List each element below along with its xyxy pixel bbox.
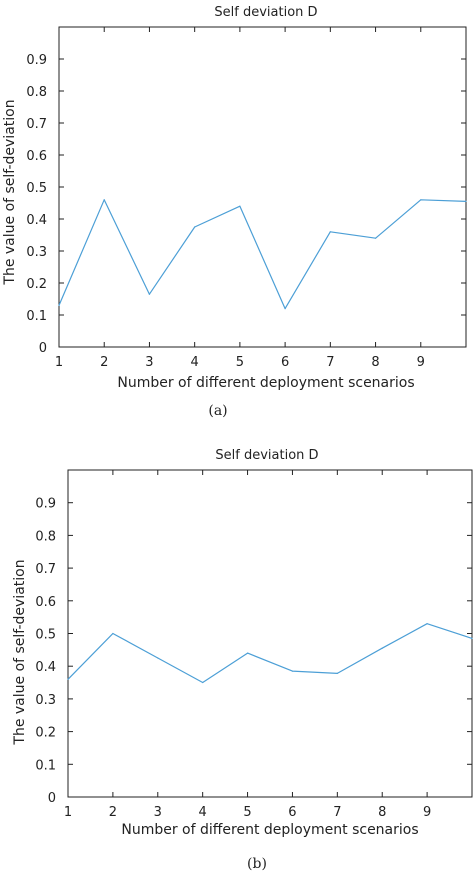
x-tick-label: 5 xyxy=(243,805,251,820)
plot-frame xyxy=(67,469,473,798)
y-tick-label: 0.8 xyxy=(35,529,56,544)
data-point xyxy=(374,237,377,239)
series-line xyxy=(67,623,473,684)
figure-caption: (a) xyxy=(208,403,227,419)
y-tick-label: 0.2 xyxy=(35,726,56,741)
x-tick-label: 2 xyxy=(100,355,108,370)
x-tick-label: 9 xyxy=(417,355,425,370)
x-tick-label: 3 xyxy=(145,355,153,370)
x-tick-label: 9 xyxy=(423,805,431,820)
chart-panel-a: Self deviation D Number of different dep… xyxy=(2,5,467,419)
data-point xyxy=(246,652,249,654)
x-tick-label: 3 xyxy=(154,805,162,820)
data-point xyxy=(420,199,422,201)
plot-frame xyxy=(58,26,467,348)
chart-panel-b: Self deviation D Number of different dep… xyxy=(12,448,473,872)
x-tick-label: 1 xyxy=(64,805,72,820)
y-tick-label: 0.5 xyxy=(26,181,47,196)
x-tick-label: 7 xyxy=(326,355,334,370)
x-tick-label: 6 xyxy=(281,355,289,370)
y-tick-label: 0.3 xyxy=(26,245,47,260)
y-tick-label: 0.3 xyxy=(35,693,56,708)
data-point xyxy=(58,304,60,306)
y-tick-label: 0.1 xyxy=(26,309,47,324)
y-tick-label: 0.4 xyxy=(26,213,47,228)
x-tick-label: 4 xyxy=(199,805,207,820)
data-point xyxy=(202,681,204,684)
chart-title: Self deviation D xyxy=(214,5,317,20)
y-tick-label: 0.7 xyxy=(26,117,47,132)
x-tick-label: 2 xyxy=(109,805,117,820)
data-point xyxy=(426,623,428,625)
x-tick-label: 8 xyxy=(378,805,386,820)
figure-caption: (b) xyxy=(247,856,267,872)
data-point xyxy=(148,293,151,295)
x-tick-label: 6 xyxy=(288,805,296,820)
y-tick-label: 0.5 xyxy=(35,628,56,643)
x-tick-label: 4 xyxy=(191,355,199,370)
x-axis-label: Number of different deployment scenarios xyxy=(121,822,418,838)
y-axis-label: The value of self-deviation xyxy=(2,99,18,285)
data-point xyxy=(284,308,286,310)
data-point xyxy=(157,657,159,659)
data-point xyxy=(67,678,69,680)
x-tick-label: 5 xyxy=(236,355,244,370)
data-point xyxy=(112,632,114,635)
y-tick-label: 0.4 xyxy=(35,660,56,675)
y-tick-label: 0.6 xyxy=(26,149,47,164)
y-tick-label: 0 xyxy=(39,341,47,356)
y-axis-label: The value of self-deviation xyxy=(12,559,28,745)
x-axis-label: Number of different deployment scenarios xyxy=(117,375,414,391)
data-point xyxy=(465,200,467,202)
data-point xyxy=(336,672,338,674)
data-point xyxy=(329,231,331,233)
data-point xyxy=(291,670,294,672)
y-tick-label: 0.2 xyxy=(26,277,47,292)
data-point xyxy=(381,647,383,649)
chart-title: Self deviation D xyxy=(215,448,318,463)
x-tick-label: 1 xyxy=(55,355,63,370)
data-point xyxy=(239,205,241,207)
y-tick-label: 0.6 xyxy=(35,595,56,610)
y-tick-label: 0.1 xyxy=(35,758,56,773)
y-tick-label: 0.9 xyxy=(35,497,56,512)
y-tick-label: 0.7 xyxy=(35,562,56,577)
data-point xyxy=(471,637,473,640)
y-tick-label: 0.8 xyxy=(26,85,47,100)
x-tick-label: 7 xyxy=(333,805,341,820)
data-point xyxy=(194,226,196,228)
y-tick-label: 0 xyxy=(48,791,56,806)
x-tick-label: 8 xyxy=(371,355,379,370)
series-line xyxy=(58,199,467,310)
y-tick-label: 0.9 xyxy=(26,53,47,68)
data-point xyxy=(103,199,105,201)
